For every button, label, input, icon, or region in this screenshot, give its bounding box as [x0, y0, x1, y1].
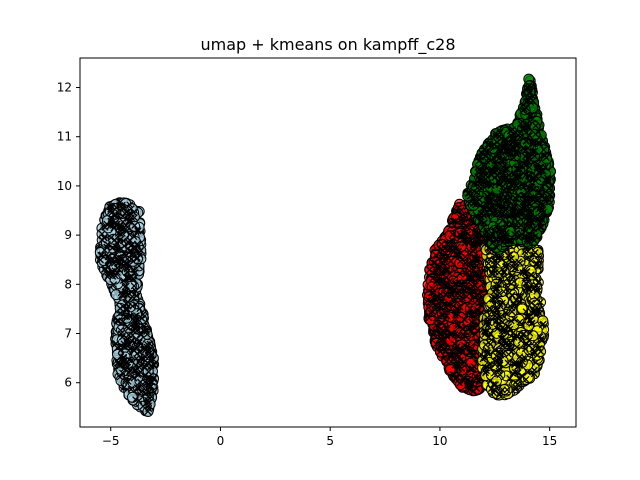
cluster-2 [477, 236, 550, 401]
scatter-marks [94, 73, 556, 417]
chart-title: umap + kmeans on kampff_c28 [200, 35, 455, 55]
cluster-0 [94, 197, 160, 417]
